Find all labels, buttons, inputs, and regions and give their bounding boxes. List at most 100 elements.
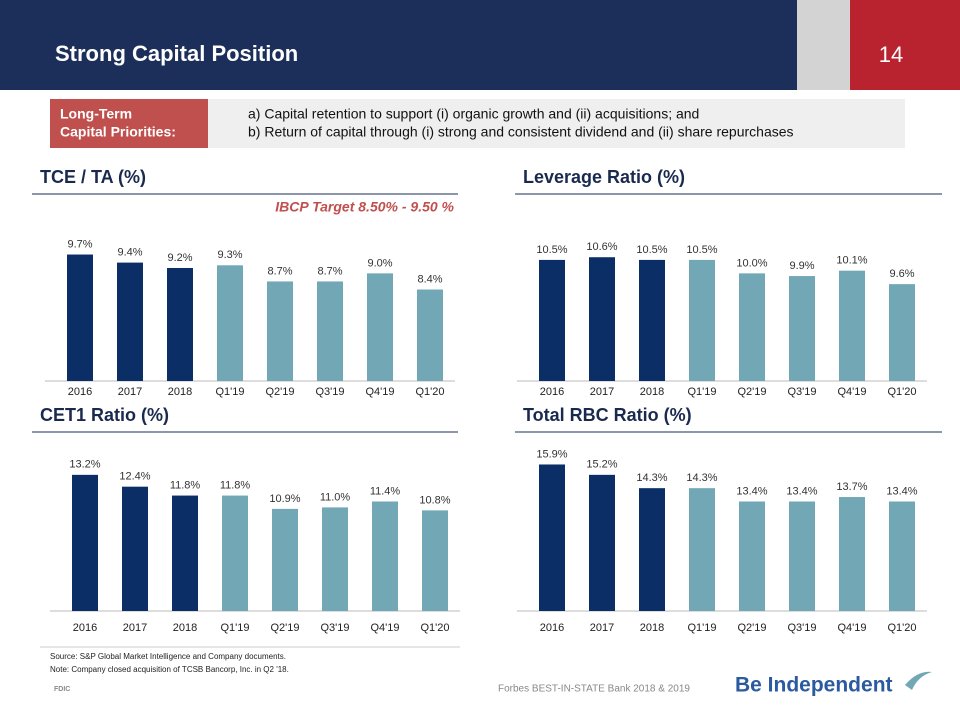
priorities-label: Long-Term xyxy=(60,106,132,122)
value-label: 10.1% xyxy=(836,255,867,267)
bar xyxy=(272,508,298,611)
bar xyxy=(222,495,248,611)
value-label: 13.4% xyxy=(736,485,767,497)
bar xyxy=(417,289,443,381)
bar xyxy=(172,495,198,611)
bar xyxy=(689,259,715,381)
page-number: 14 xyxy=(879,42,903,67)
header-red xyxy=(850,0,960,90)
value-label: 9.4% xyxy=(117,247,142,259)
brand: Be Independent xyxy=(735,674,893,697)
value-label: 10.5% xyxy=(636,244,667,256)
x-tick-label: Q4'19 xyxy=(837,622,866,634)
value-label: 9.9% xyxy=(789,260,814,272)
x-tick-label: Q1'19 xyxy=(687,622,716,634)
x-tick-label: 2016 xyxy=(540,386,564,398)
x-tick-label: 2017 xyxy=(590,386,614,398)
x-tick-label: Q2'19 xyxy=(270,622,299,634)
value-label: 10.5% xyxy=(686,244,717,256)
x-tick-label: Q1'19 xyxy=(215,386,244,398)
bar xyxy=(322,507,348,611)
x-tick-label: Q3'19 xyxy=(787,386,816,398)
x-tick-label: Q2'19 xyxy=(737,622,766,634)
bar xyxy=(317,281,343,381)
value-label: 10.6% xyxy=(586,241,617,253)
x-tick-label: 2017 xyxy=(590,622,614,634)
x-tick-label: Q2'19 xyxy=(737,386,766,398)
value-label: 10.0% xyxy=(736,257,767,269)
award: Forbes BEST-IN-STATE Bank 2018 & 2019 xyxy=(498,684,690,695)
bar xyxy=(217,265,243,381)
bar xyxy=(539,464,565,611)
bar xyxy=(889,284,915,381)
bar xyxy=(589,474,615,611)
value-label: 15.9% xyxy=(536,448,567,460)
bar xyxy=(639,259,665,381)
value-label: 13.7% xyxy=(836,481,867,493)
x-tick-label: 2018 xyxy=(640,622,664,634)
x-tick-label: Q1'19 xyxy=(687,386,716,398)
x-tick-label: Q1'20 xyxy=(415,386,444,398)
value-label: 14.3% xyxy=(636,472,667,484)
priority-line: b) Return of capital through (i) strong … xyxy=(248,124,794,140)
value-label: 8.7% xyxy=(267,265,292,277)
bar xyxy=(539,259,565,381)
bar xyxy=(372,501,398,611)
x-tick-label: Q4'19 xyxy=(365,386,394,398)
x-tick-label: Q4'19 xyxy=(370,622,399,634)
brand-bird xyxy=(905,671,932,690)
value-label: 9.0% xyxy=(367,257,392,269)
bar xyxy=(122,486,148,611)
chart-title: Leverage Ratio (%) xyxy=(523,167,685,187)
bar xyxy=(589,257,615,381)
priorities-box xyxy=(208,99,905,148)
x-tick-label: Q1'20 xyxy=(887,622,916,634)
bar xyxy=(839,497,865,611)
value-label: 11.8% xyxy=(220,479,251,491)
value-label: 9.3% xyxy=(217,249,242,261)
x-tick-label: Q1'20 xyxy=(887,386,916,398)
bar xyxy=(367,273,393,381)
bar xyxy=(789,501,815,611)
header-gray xyxy=(797,0,850,90)
x-tick-label: 2018 xyxy=(640,386,664,398)
x-tick-label: Q3'19 xyxy=(320,622,349,634)
chart-title: Total RBC Ratio (%) xyxy=(523,405,692,425)
bar xyxy=(739,273,765,381)
x-tick-label: Q4'19 xyxy=(837,386,866,398)
bar xyxy=(72,474,98,611)
x-tick-label: 2016 xyxy=(73,622,97,634)
annotation: IBCP Target 8.50% - 9.50 % xyxy=(275,199,454,215)
x-tick-label: 2018 xyxy=(173,622,197,634)
bar xyxy=(889,501,915,611)
value-label: 10.9% xyxy=(269,493,300,505)
x-tick-label: 2017 xyxy=(118,386,142,398)
chart-title: CET1 Ratio (%) xyxy=(40,405,169,425)
priorities-label: Capital Priorities: xyxy=(60,124,176,140)
priorities-label-box xyxy=(50,99,208,148)
value-label: 12.4% xyxy=(119,471,150,483)
slide-title: Strong Capital Position xyxy=(55,41,298,66)
x-tick-label: Q1'20 xyxy=(420,622,449,634)
chart-title: TCE / TA (%) xyxy=(40,167,146,187)
footer-note: Note: Company closed acquisition of TCSB… xyxy=(50,665,289,674)
value-label: 11.8% xyxy=(170,479,201,491)
value-label: 13.4% xyxy=(786,485,817,497)
value-label: 10.5% xyxy=(536,244,567,256)
value-label: 9.7% xyxy=(67,238,92,250)
value-label: 9.2% xyxy=(167,252,192,264)
value-label: 11.4% xyxy=(370,485,401,497)
bar xyxy=(689,488,715,611)
x-tick-label: Q1'19 xyxy=(220,622,249,634)
x-tick-label: Q3'19 xyxy=(315,386,344,398)
x-tick-label: 2016 xyxy=(540,622,564,634)
value-label: 14.3% xyxy=(686,472,717,484)
bar xyxy=(839,270,865,381)
bar xyxy=(639,488,665,611)
bar xyxy=(789,276,815,381)
value-label: 8.7% xyxy=(317,265,342,277)
value-label: 13.2% xyxy=(69,459,100,471)
x-tick-label: Q3'19 xyxy=(787,622,816,634)
bar xyxy=(739,501,765,611)
